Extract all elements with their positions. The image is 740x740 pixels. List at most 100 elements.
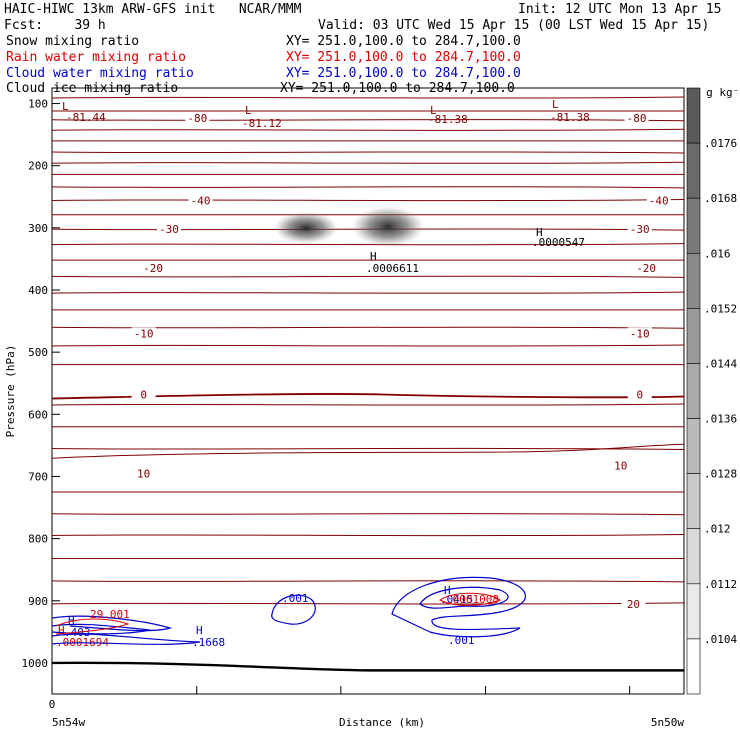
legend-entry-name: Snow mixing ratio (6, 34, 140, 49)
isotherm-label-bg (131, 327, 156, 340)
colorbar-cell (686, 418, 701, 474)
high-marker: H (370, 250, 377, 263)
colorbar-label: .0112 (704, 578, 737, 591)
high-marker: H (58, 624, 65, 637)
isotherm-label: -30 (630, 223, 650, 236)
forecast-hour: Fcst: 39 h (4, 18, 106, 33)
colorbar-label: .0144 (704, 357, 737, 370)
colorbar-cell (686, 252, 701, 309)
cloud-water-label: .001 (448, 634, 475, 647)
low-marker: L (62, 100, 69, 113)
isotherm-line (51, 443, 685, 459)
isotherm-label: -80 (627, 112, 647, 125)
colorbar-label: .012 (704, 523, 731, 536)
y-tick-label: 700 (28, 470, 48, 483)
x-zero-label: 0 (49, 698, 56, 711)
isotherm-line (51, 198, 685, 202)
legend-entry-xy: XY= 251.0,100.0 to 284.7,100.0 (286, 34, 521, 49)
isotherm-label-bg (627, 223, 652, 236)
legend-entry-name: Rain water mixing ratio (6, 50, 187, 65)
colorbar-cell (686, 363, 701, 419)
y-axis-title: Pressure (hPa) (4, 345, 17, 438)
isotherm-label-bg (646, 194, 671, 207)
cloud-water-contour (419, 586, 509, 609)
isotherm-label-bg (141, 262, 166, 275)
isotherm-label: -10 (134, 328, 154, 341)
isotherm-group (51, 96, 685, 605)
high-marker: H (536, 226, 543, 239)
rain-contour (55, 618, 130, 635)
x-start-label: 5n54w (52, 716, 85, 729)
isotherm-label-bg (131, 388, 156, 401)
isotherm-line (51, 161, 685, 164)
isotherm-label: 10 (137, 467, 150, 480)
chart-title: HAIC-HIWC 13km ARW-GFS init NCAR/MMM (4, 2, 302, 17)
isotherm-label-bg (185, 111, 210, 124)
isotherm-label: -30 (159, 223, 179, 236)
isotherm-line (51, 447, 685, 450)
high-value: .0006611 (366, 262, 419, 275)
isotherm-line (51, 275, 685, 278)
isotherm-label-bg (156, 223, 181, 236)
isotherm-label: -40 (191, 194, 211, 207)
isotherm-label-bg (608, 459, 633, 472)
isotherm-label: -40 (649, 194, 669, 207)
rain-label: .0001008 (446, 593, 499, 606)
colorbar-label: .0136 (704, 413, 737, 426)
isotherm-label-bg (131, 467, 156, 480)
x-end-label: 5n50w (651, 716, 684, 729)
isotherm-label: 20 (627, 598, 640, 611)
y-tick-label: 900 (28, 595, 48, 608)
cloud-water-contour (271, 594, 316, 625)
legend-entry-name: Cloud water mixing ratio (6, 66, 194, 81)
isotherm-line (51, 243, 685, 246)
low-marker: L (552, 98, 559, 111)
y-tick-label: 300 (28, 222, 48, 235)
legend-entry-xy: XY= 251.0,100.0 to 284.7,100.0 (286, 66, 521, 81)
isotherm-label-bg (621, 597, 646, 610)
colorbar-cell (686, 197, 701, 254)
isotherm-label-bg (634, 262, 659, 275)
high-marker: H (196, 624, 203, 637)
isotherm-line (51, 96, 685, 99)
colorbar-label: .0128 (704, 468, 737, 481)
y-tick-label: 800 (28, 533, 48, 546)
colorbar-label: .0176 (704, 137, 737, 150)
rain-contour (439, 592, 501, 606)
colorbar-cell (686, 583, 701, 640)
valid-time: Valid: 03 UTC Wed 15 Apr 15 (00 LST Wed … (318, 18, 710, 33)
isotherm-label-bg (627, 388, 652, 401)
colorbar-cell (686, 473, 701, 530)
colorbar-cell (686, 87, 701, 144)
high-value: .1668 (192, 636, 225, 649)
low-value: -81.38 (550, 111, 590, 124)
low-value: -81.38 (428, 113, 468, 126)
isotherm-line (51, 128, 685, 131)
cloud-water-contour (51, 615, 201, 645)
isotherm-line (51, 344, 685, 347)
isotherm-label-bg (188, 194, 213, 207)
y-tick-label: 200 (28, 160, 48, 173)
isotherm-line (51, 326, 685, 329)
isotherm-line (51, 403, 685, 406)
colorbar-label: .016 (704, 247, 731, 260)
low-value: -81.12 (242, 117, 282, 130)
isotherm-label: -20 (636, 262, 656, 275)
isotherm-line (51, 534, 685, 537)
low-marker: L (430, 104, 437, 117)
isotherm-label-bg (627, 327, 652, 340)
high-marker: H (68, 614, 75, 627)
isotherm-line (51, 186, 685, 189)
isotherm-line (51, 580, 685, 583)
colorbar-cell (686, 308, 701, 364)
colorbar-label: .0104 (704, 633, 737, 646)
y-tick-label: 100 (28, 98, 48, 111)
cloud-water-contour (391, 576, 527, 638)
rain-label: 29.001 (90, 608, 130, 621)
low-marker: L (245, 104, 252, 117)
low-value: -81.44 (66, 111, 106, 124)
colorbar-cell (686, 638, 701, 695)
isotherm-label: -10 (630, 328, 650, 341)
colorbar-unit: g kg⁻¹ (706, 86, 740, 99)
